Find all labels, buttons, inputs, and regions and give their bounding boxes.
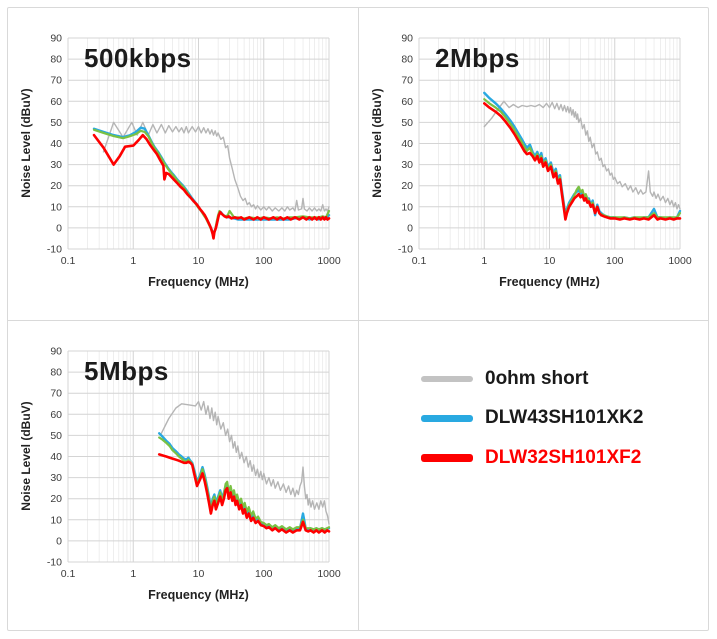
chart-panel-2mbps: -10 0 10 20 30 40 50 60 70 80 90 0.1 1 10 100 1000 2Mbp… — [359, 8, 708, 321]
series-line-green-unlabeled- — [483, 98, 682, 220]
x-tick-label: 10 — [193, 568, 205, 580]
y-tick-label: 40 — [50, 138, 62, 150]
y-tick-label: 80 — [401, 54, 413, 66]
legend-label: 0ohm short — [485, 368, 589, 389]
y-tick-label: 20 — [50, 493, 62, 505]
y-tick-label: 50 — [50, 117, 62, 129]
x-tick-label: 100 — [606, 255, 624, 267]
series-line-dlw32sh101xf2 — [157, 453, 331, 534]
chart-panel-5mbps: -10 0 10 20 30 40 50 60 70 80 90 0.1 1 10 100 1000 5Mbp… — [8, 321, 359, 630]
y-tick-label: 10 — [50, 514, 62, 526]
y-axis-label: Noise Level (dBuV) — [19, 88, 33, 198]
series-line-dlw43sh101xk2 — [483, 91, 682, 220]
legend-swatch-dlw43sh101xk2 — [421, 414, 473, 422]
x-tick-label: 0.1 — [412, 255, 427, 267]
y-tick-label: 70 — [401, 75, 413, 87]
y-axis-label: Noise Level (dBuV) — [370, 88, 384, 198]
y-tick-label: 0 — [407, 222, 413, 234]
legend-swatch-0ohm-short — [421, 376, 473, 382]
y-tick-label: 40 — [50, 451, 62, 463]
y-tick-label: -10 — [47, 557, 62, 569]
y-tick-label: 10 — [401, 201, 413, 213]
y-tick-label: 50 — [50, 430, 62, 442]
legend-label: DLW32SH101XF2 — [485, 447, 642, 468]
x-tick-label: 0.1 — [61, 568, 76, 580]
y-tick-label: 50 — [401, 117, 413, 129]
series-line-0ohm-short — [483, 100, 681, 210]
x-tick-label: 0.1 — [61, 255, 76, 267]
y-tick-label: 60 — [401, 96, 413, 108]
legend-item: DLW43SH101XK2 — [421, 407, 643, 429]
y-tick-label: 70 — [50, 75, 62, 87]
series-line-0ohm-short — [102, 121, 330, 212]
y-tick-label: 40 — [401, 138, 413, 150]
y-tick-label: 80 — [50, 54, 62, 66]
x-axis-label: Frequency (MHz) — [148, 588, 249, 602]
y-tick-label: 90 — [50, 33, 62, 45]
series-line-dlw32sh101xf2 — [92, 133, 331, 240]
x-tick-label: 1000 — [317, 255, 341, 267]
chart-canvas: -10 0 10 20 30 40 50 60 70 80 90 0.1 1 10 100 1000 — [47, 33, 341, 268]
y-tick-label: 20 — [401, 180, 413, 192]
y-tick-label: 20 — [50, 180, 62, 192]
x-tick-label: 1 — [481, 255, 487, 267]
chart-title: 2Mbps — [435, 43, 520, 73]
legend-swatch-dlw32sh101xf2 — [421, 454, 473, 462]
x-axis-label: Frequency (MHz) — [499, 275, 600, 289]
y-tick-label: 80 — [50, 367, 62, 379]
y-tick-label: 30 — [50, 472, 62, 484]
series-line-dlw32sh101xf2 — [483, 102, 682, 221]
y-tick-label: 30 — [50, 159, 62, 171]
legend-item: DLW32SH101XF2 — [421, 447, 641, 469]
y-tick-label: 70 — [50, 388, 62, 400]
y-tick-label: 60 — [50, 96, 62, 108]
x-tick-label: 1000 — [317, 568, 341, 580]
y-tick-label: 90 — [50, 346, 62, 358]
y-tick-label: -10 — [47, 244, 62, 256]
chart-canvas: -10 0 10 20 30 40 50 60 70 80 90 0.1 1 10 100 1000 — [47, 346, 341, 581]
x-axis-label: Frequency (MHz) — [148, 275, 249, 289]
y-tick-label: 30 — [401, 159, 413, 171]
x-tick-label: 1 — [130, 255, 136, 267]
chart-canvas: -10 0 10 20 30 40 50 60 70 80 90 0.1 1 10 100 1000 — [398, 33, 692, 268]
x-tick-label: 1 — [130, 568, 136, 580]
series-line-0ohm-short — [160, 400, 330, 525]
legend-label: DLW43SH101XK2 — [485, 407, 644, 428]
chart-title: 500kbps — [84, 43, 192, 73]
x-tick-label: 10 — [544, 255, 556, 267]
y-axis-label: Noise Level (dBuV) — [19, 401, 33, 511]
chart-title: 5Mbps — [84, 356, 169, 386]
legend-panel: 0ohm short DLW43SH101XK2 DLW32SH101XF2 — [359, 321, 708, 630]
x-tick-label: 100 — [255, 255, 273, 267]
legend-item: 0ohm short — [421, 368, 588, 390]
y-tick-label: -10 — [398, 244, 413, 256]
chart-panel-500kbps: -10 0 10 20 30 40 50 60 70 80 90 0.1 1 10 100 1000 500k… — [8, 8, 359, 321]
y-tick-label: 10 — [50, 201, 62, 213]
y-tick-label: 0 — [56, 535, 62, 547]
x-tick-label: 1000 — [668, 255, 692, 267]
x-tick-label: 10 — [193, 255, 205, 267]
figure-frame: -10 0 10 20 30 40 50 60 70 80 90 0.1 1 10 100 1000 500k… — [7, 7, 709, 631]
y-tick-label: 0 — [56, 222, 62, 234]
y-tick-label: 60 — [50, 409, 62, 421]
x-tick-label: 100 — [255, 568, 273, 580]
y-tick-label: 90 — [401, 33, 413, 45]
